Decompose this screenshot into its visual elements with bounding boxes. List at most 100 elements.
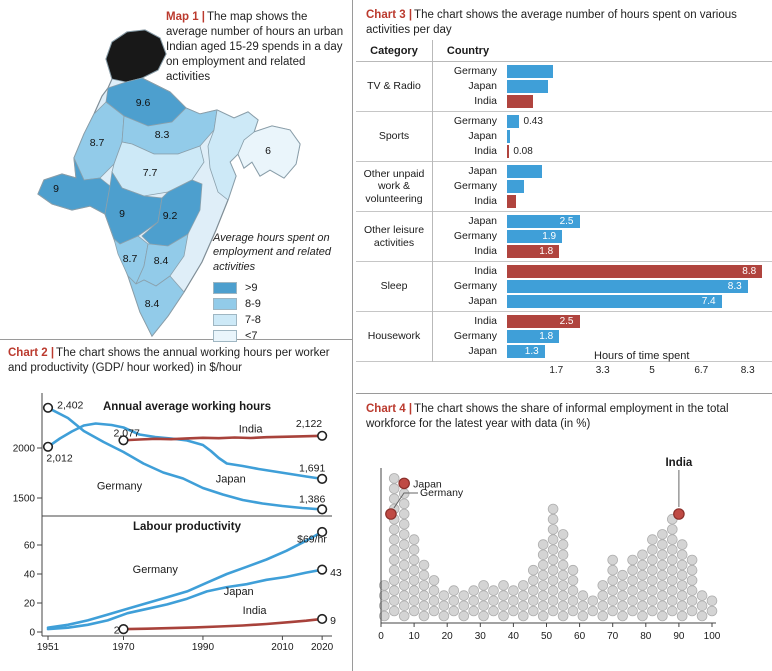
map-region bbox=[37, 157, 111, 215]
chart3-x-tick: 1.7 bbox=[549, 365, 564, 376]
chart3-country-label: Germany bbox=[453, 65, 497, 77]
country-dot bbox=[607, 564, 619, 576]
map-region-value: 9.2 bbox=[163, 210, 178, 222]
series-line-germany bbox=[46, 530, 324, 629]
country-dot bbox=[448, 585, 460, 596]
country-dot bbox=[706, 595, 718, 607]
country-dot bbox=[647, 554, 658, 566]
country-dot bbox=[378, 600, 390, 612]
chart3-bar-value: 1.8 bbox=[539, 246, 554, 257]
country-dot bbox=[557, 539, 569, 550]
country-dot bbox=[508, 605, 519, 617]
country-dot bbox=[388, 585, 400, 596]
country-dot bbox=[647, 575, 658, 586]
country-dot bbox=[557, 600, 569, 612]
country-dot bbox=[518, 610, 529, 622]
country-dot bbox=[557, 610, 569, 622]
series-line-japan bbox=[46, 568, 324, 631]
map-region-value: 9 bbox=[53, 183, 59, 195]
map1-tag: Map 1 | bbox=[166, 11, 206, 23]
endpoint-circle bbox=[317, 564, 328, 575]
chart3-country-label: Germany bbox=[453, 180, 497, 192]
chart3-bar bbox=[507, 180, 525, 193]
country-dot bbox=[666, 564, 678, 576]
country-dot bbox=[647, 534, 658, 545]
chart3-x-tick: 5 bbox=[649, 365, 655, 376]
country-dot bbox=[537, 549, 549, 561]
chart3-bar-wrap: 8.3 bbox=[504, 280, 772, 293]
country-dot bbox=[398, 498, 410, 510]
value-label: 2 bbox=[114, 624, 120, 636]
country-dot bbox=[647, 544, 658, 556]
country-dot bbox=[666, 575, 678, 586]
country-dot bbox=[478, 580, 489, 591]
chart2-title: The chart shows the annual working hours… bbox=[8, 347, 330, 374]
country-dot bbox=[557, 549, 569, 561]
chart3-country-labels: Japan Germany India bbox=[432, 215, 504, 258]
chart3-country-label: India bbox=[474, 95, 497, 107]
country-dot bbox=[666, 524, 678, 535]
chart3-bar bbox=[507, 330, 560, 343]
country-dot bbox=[666, 605, 678, 617]
country-dot bbox=[637, 549, 648, 561]
country-dot bbox=[617, 580, 628, 591]
x-tick-label: 1951 bbox=[37, 642, 60, 653]
x-tick-label: 70 bbox=[607, 631, 619, 642]
country-dot bbox=[418, 600, 430, 612]
y-tick-label: 0 bbox=[29, 627, 35, 638]
country-dot bbox=[438, 590, 450, 601]
value-label: 1,386 bbox=[299, 493, 325, 505]
country-dot bbox=[657, 610, 668, 622]
chart3-country-label: India bbox=[474, 265, 497, 277]
map-region-value: 8.4 bbox=[154, 255, 169, 267]
x-tick-label: 1970 bbox=[112, 642, 135, 653]
country-dot bbox=[647, 605, 658, 617]
endpoint-circle bbox=[42, 402, 54, 413]
y-tick-label: 1500 bbox=[13, 493, 36, 504]
chart3-bar-value: 8.3 bbox=[727, 281, 742, 292]
country-dot bbox=[547, 575, 559, 586]
value-label: 2,012 bbox=[46, 452, 72, 464]
country-dot bbox=[398, 508, 410, 520]
country-dot bbox=[388, 534, 400, 545]
chart3-col-category: Category bbox=[370, 44, 418, 57]
map-region bbox=[141, 179, 203, 247]
chart3-title: The chart shows the average number of ho… bbox=[366, 9, 737, 36]
chart3-country-label: Germany bbox=[453, 230, 497, 242]
country-dot bbox=[666, 585, 678, 596]
country-dot bbox=[547, 595, 559, 607]
chart3-bar-wrap: 1.8 bbox=[504, 330, 772, 343]
chart3-bar-value: 1.8 bbox=[539, 331, 554, 342]
chart2-tag: Chart 2 | bbox=[8, 347, 55, 359]
country-dot bbox=[378, 610, 390, 622]
country-dot bbox=[657, 590, 668, 601]
country-dot bbox=[537, 569, 549, 581]
country-dot bbox=[547, 534, 559, 545]
endpoint-circle bbox=[118, 623, 129, 635]
chart3-bar-wrap bbox=[504, 165, 772, 178]
chart3-bar-value: 1.9 bbox=[542, 231, 557, 242]
country-dot bbox=[617, 600, 628, 612]
country-dot bbox=[388, 483, 400, 494]
chart3-category-label: TV & Radio bbox=[367, 80, 421, 93]
chart3-country-label: Japan bbox=[468, 80, 497, 92]
series-name-label: Japan bbox=[216, 473, 246, 485]
country-dot bbox=[498, 600, 509, 612]
country-dot bbox=[617, 590, 628, 601]
chart3-category-label: Sleep bbox=[380, 280, 408, 293]
endpoint-circle bbox=[317, 613, 328, 624]
country-dot bbox=[676, 610, 688, 622]
chart3-bar-wrap: 2.5 bbox=[504, 315, 772, 328]
chart3-country-label: Japan bbox=[468, 345, 497, 357]
country-dot bbox=[398, 539, 410, 550]
country-dot bbox=[617, 610, 628, 622]
map-region-value: 8.3 bbox=[155, 129, 170, 141]
chart3-bar-wrap: 1.8 bbox=[504, 245, 772, 258]
value-label: 2,402 bbox=[57, 399, 83, 411]
x-tick-label: 30 bbox=[475, 631, 487, 642]
map-region-value: 8.7 bbox=[90, 137, 105, 149]
india-label: India bbox=[665, 457, 692, 469]
country-dot bbox=[537, 610, 549, 622]
chart3-bar-wrap: 0.08 bbox=[504, 145, 772, 158]
country-dot bbox=[408, 554, 420, 566]
